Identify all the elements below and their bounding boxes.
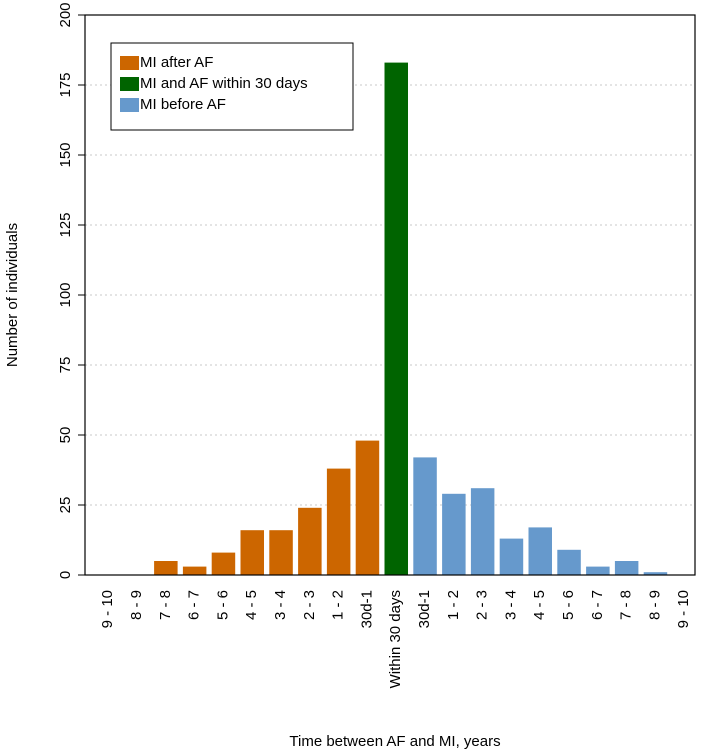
x-tick-label: 30d-1 (358, 590, 375, 628)
legend: MI after AF MI and AF within 30 days MI be… (110, 42, 354, 131)
y-tick-label: 100 (57, 282, 74, 307)
bar (557, 549, 581, 575)
bar (442, 493, 466, 575)
bar (298, 507, 322, 575)
x-tick-label: Within 30 days (387, 590, 404, 688)
x-tick-label: 30d-1 (416, 590, 433, 628)
x-axis-label: Time between AF and MI, years (289, 733, 500, 750)
x-tick-label: 2 - 3 (301, 590, 318, 620)
y-tick-label: 0 (57, 571, 74, 579)
legend-swatch (120, 77, 139, 91)
bar (470, 488, 495, 575)
x-tick-label: 5 - 6 (560, 590, 577, 620)
x-tick-label: 7 - 8 (618, 590, 635, 620)
bar (586, 566, 610, 575)
y-tick-label: 200 (57, 2, 74, 27)
x-tick-label: 7 - 8 (157, 590, 174, 620)
legend-swatch (120, 98, 139, 112)
bar (614, 561, 639, 575)
x-tick-label: 5 - 6 (214, 590, 231, 620)
x-tick-label: 8 - 9 (646, 590, 663, 620)
y-tick-label: 125 (57, 212, 74, 237)
x-tick-label: 1 - 2 (330, 590, 347, 620)
bar (643, 572, 668, 575)
bar (384, 62, 408, 576)
x-tick-label: 4 - 5 (243, 590, 260, 620)
bar (154, 561, 178, 575)
y-tick-label: 75 (57, 357, 74, 374)
legend-box (110, 42, 354, 131)
bars (154, 62, 668, 576)
legend-label: MI after AF (140, 54, 213, 71)
bar (413, 457, 437, 575)
x-tick-label: 3 - 4 (272, 590, 289, 620)
y-tick-label: 150 (57, 142, 74, 167)
bar (528, 527, 552, 575)
x-tick-label: 2 - 3 (474, 590, 491, 620)
bar (182, 566, 207, 575)
y-tick-label: 175 (57, 72, 74, 97)
y-axis-label: Number of individuals (4, 223, 21, 367)
y-axis: 0 25 50 75 100 125 150 175 200 (57, 2, 85, 579)
y-tick-label: 50 (57, 427, 74, 444)
x-tick-label: 9 - 10 (675, 590, 692, 628)
bar (499, 538, 524, 575)
bar (355, 440, 380, 575)
x-tick-label: 8 - 9 (128, 590, 145, 620)
bar (326, 468, 351, 575)
x-axis: 9 - 10 8 - 9 7 - 8 6 - 7 5 - 6 4 - 5 3 - 4 2 - … (99, 590, 692, 688)
bar (240, 530, 264, 575)
x-tick-label: 9 - 10 (99, 590, 116, 628)
bar (269, 530, 293, 575)
x-tick-label: 6 - 7 (589, 590, 606, 620)
legend-label: MI before AF (140, 96, 226, 113)
x-tick-label: 6 - 7 (186, 590, 203, 620)
y-tick-label: 25 (57, 497, 74, 514)
x-tick-label: 3 - 4 (502, 590, 519, 620)
legend-swatch (120, 56, 139, 70)
bar (211, 552, 236, 575)
x-tick-label: 4 - 5 (531, 590, 548, 620)
x-tick-label: 1 - 2 (445, 590, 462, 620)
legend-label: MI and AF within 30 days (140, 75, 308, 92)
